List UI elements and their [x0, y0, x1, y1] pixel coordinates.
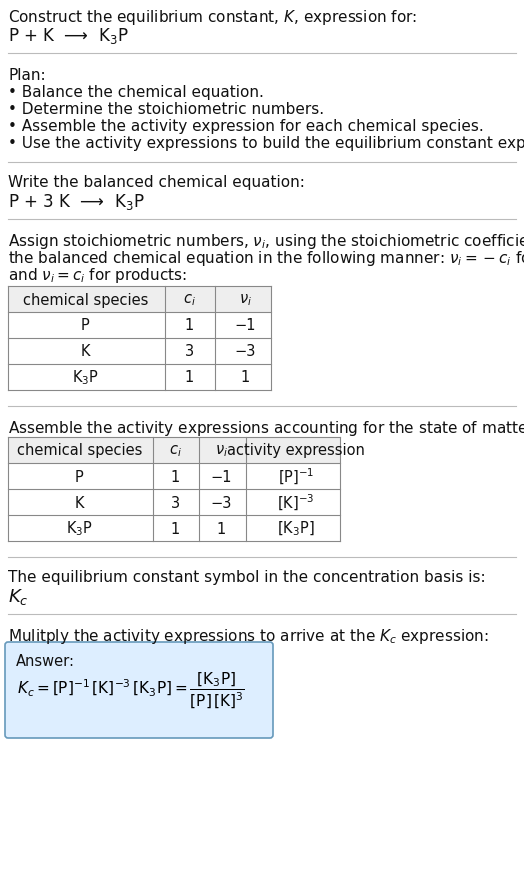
Text: −1: −1 — [234, 318, 256, 333]
Bar — [8, 287, 271, 313]
Text: 1: 1 — [170, 521, 180, 536]
Text: −3: −3 — [211, 495, 232, 510]
Text: activity expression: activity expression — [227, 443, 365, 458]
Text: P + K  ⟶  K$_3$P: P + K ⟶ K$_3$P — [8, 26, 129, 46]
Text: 1: 1 — [184, 318, 194, 333]
Text: P: P — [75, 469, 84, 484]
Text: Construct the equilibrium constant, $K$, expression for:: Construct the equilibrium constant, $K$,… — [8, 8, 417, 27]
Text: $K_c = [\mathrm{P}]^{-1}\,[\mathrm{K}]^{-3}\,[\mathrm{K_3P}] = \dfrac{[\mathrm{K: $K_c = [\mathrm{P}]^{-1}\,[\mathrm{K}]^{… — [17, 669, 245, 709]
Text: $c_i$: $c_i$ — [169, 443, 181, 458]
Text: K$_3$P: K$_3$P — [66, 519, 93, 538]
Text: The equilibrium constant symbol in the concentration basis is:: The equilibrium constant symbol in the c… — [8, 570, 486, 585]
Text: 3: 3 — [184, 344, 193, 359]
Text: Assign stoichiometric numbers, $\nu_i$, using the stoichiometric coefficients, $: Assign stoichiometric numbers, $\nu_i$, … — [8, 232, 524, 251]
Text: $c_i$: $c_i$ — [182, 291, 195, 307]
Bar — [8, 438, 340, 463]
Text: chemical species: chemical species — [23, 292, 148, 307]
Text: 1: 1 — [170, 469, 180, 484]
Text: −1: −1 — [211, 469, 232, 484]
Text: Answer:: Answer: — [16, 653, 75, 668]
Bar — [8, 287, 271, 391]
Text: • Use the activity expressions to build the equilibrium constant expression.: • Use the activity expressions to build … — [8, 136, 524, 151]
Text: $\nu_i$: $\nu_i$ — [215, 443, 228, 458]
Text: P: P — [81, 318, 90, 333]
Text: K: K — [75, 495, 84, 510]
Text: [P]$^{-1}$: [P]$^{-1}$ — [278, 466, 314, 486]
Text: 1: 1 — [217, 521, 226, 536]
Text: 1: 1 — [241, 370, 249, 385]
Text: K$_3$P: K$_3$P — [72, 369, 99, 387]
Text: $K_c$: $K_c$ — [8, 587, 29, 606]
Text: Write the balanced chemical equation:: Write the balanced chemical equation: — [8, 175, 305, 190]
Text: • Assemble the activity expression for each chemical species.: • Assemble the activity expression for e… — [8, 119, 484, 134]
Text: Assemble the activity expressions accounting for the state of matter and $\nu_i$: Assemble the activity expressions accoun… — [8, 418, 524, 438]
Text: Mulitply the activity expressions to arrive at the $K_c$ expression:: Mulitply the activity expressions to arr… — [8, 626, 489, 645]
Bar — [8, 438, 340, 541]
Text: −3: −3 — [234, 344, 256, 359]
Text: 3: 3 — [170, 495, 180, 510]
Text: the balanced chemical equation in the following manner: $\nu_i = -c_i$ for react: the balanced chemical equation in the fo… — [8, 249, 524, 268]
Text: $\nu_i$: $\nu_i$ — [238, 291, 252, 307]
Text: P + 3 K  ⟶  K$_3$P: P + 3 K ⟶ K$_3$P — [8, 191, 145, 212]
Text: • Determine the stoichiometric numbers.: • Determine the stoichiometric numbers. — [8, 102, 324, 117]
Text: K: K — [81, 344, 90, 359]
Text: 1: 1 — [184, 370, 194, 385]
Text: [K$_3$P]: [K$_3$P] — [277, 519, 315, 538]
Text: and $\nu_i = c_i$ for products:: and $\nu_i = c_i$ for products: — [8, 266, 187, 284]
Text: • Balance the chemical equation.: • Balance the chemical equation. — [8, 85, 264, 100]
Text: [K]$^{-3}$: [K]$^{-3}$ — [277, 493, 315, 512]
Text: Plan:: Plan: — [8, 68, 46, 83]
Text: chemical species: chemical species — [17, 443, 142, 458]
FancyBboxPatch shape — [5, 642, 273, 738]
